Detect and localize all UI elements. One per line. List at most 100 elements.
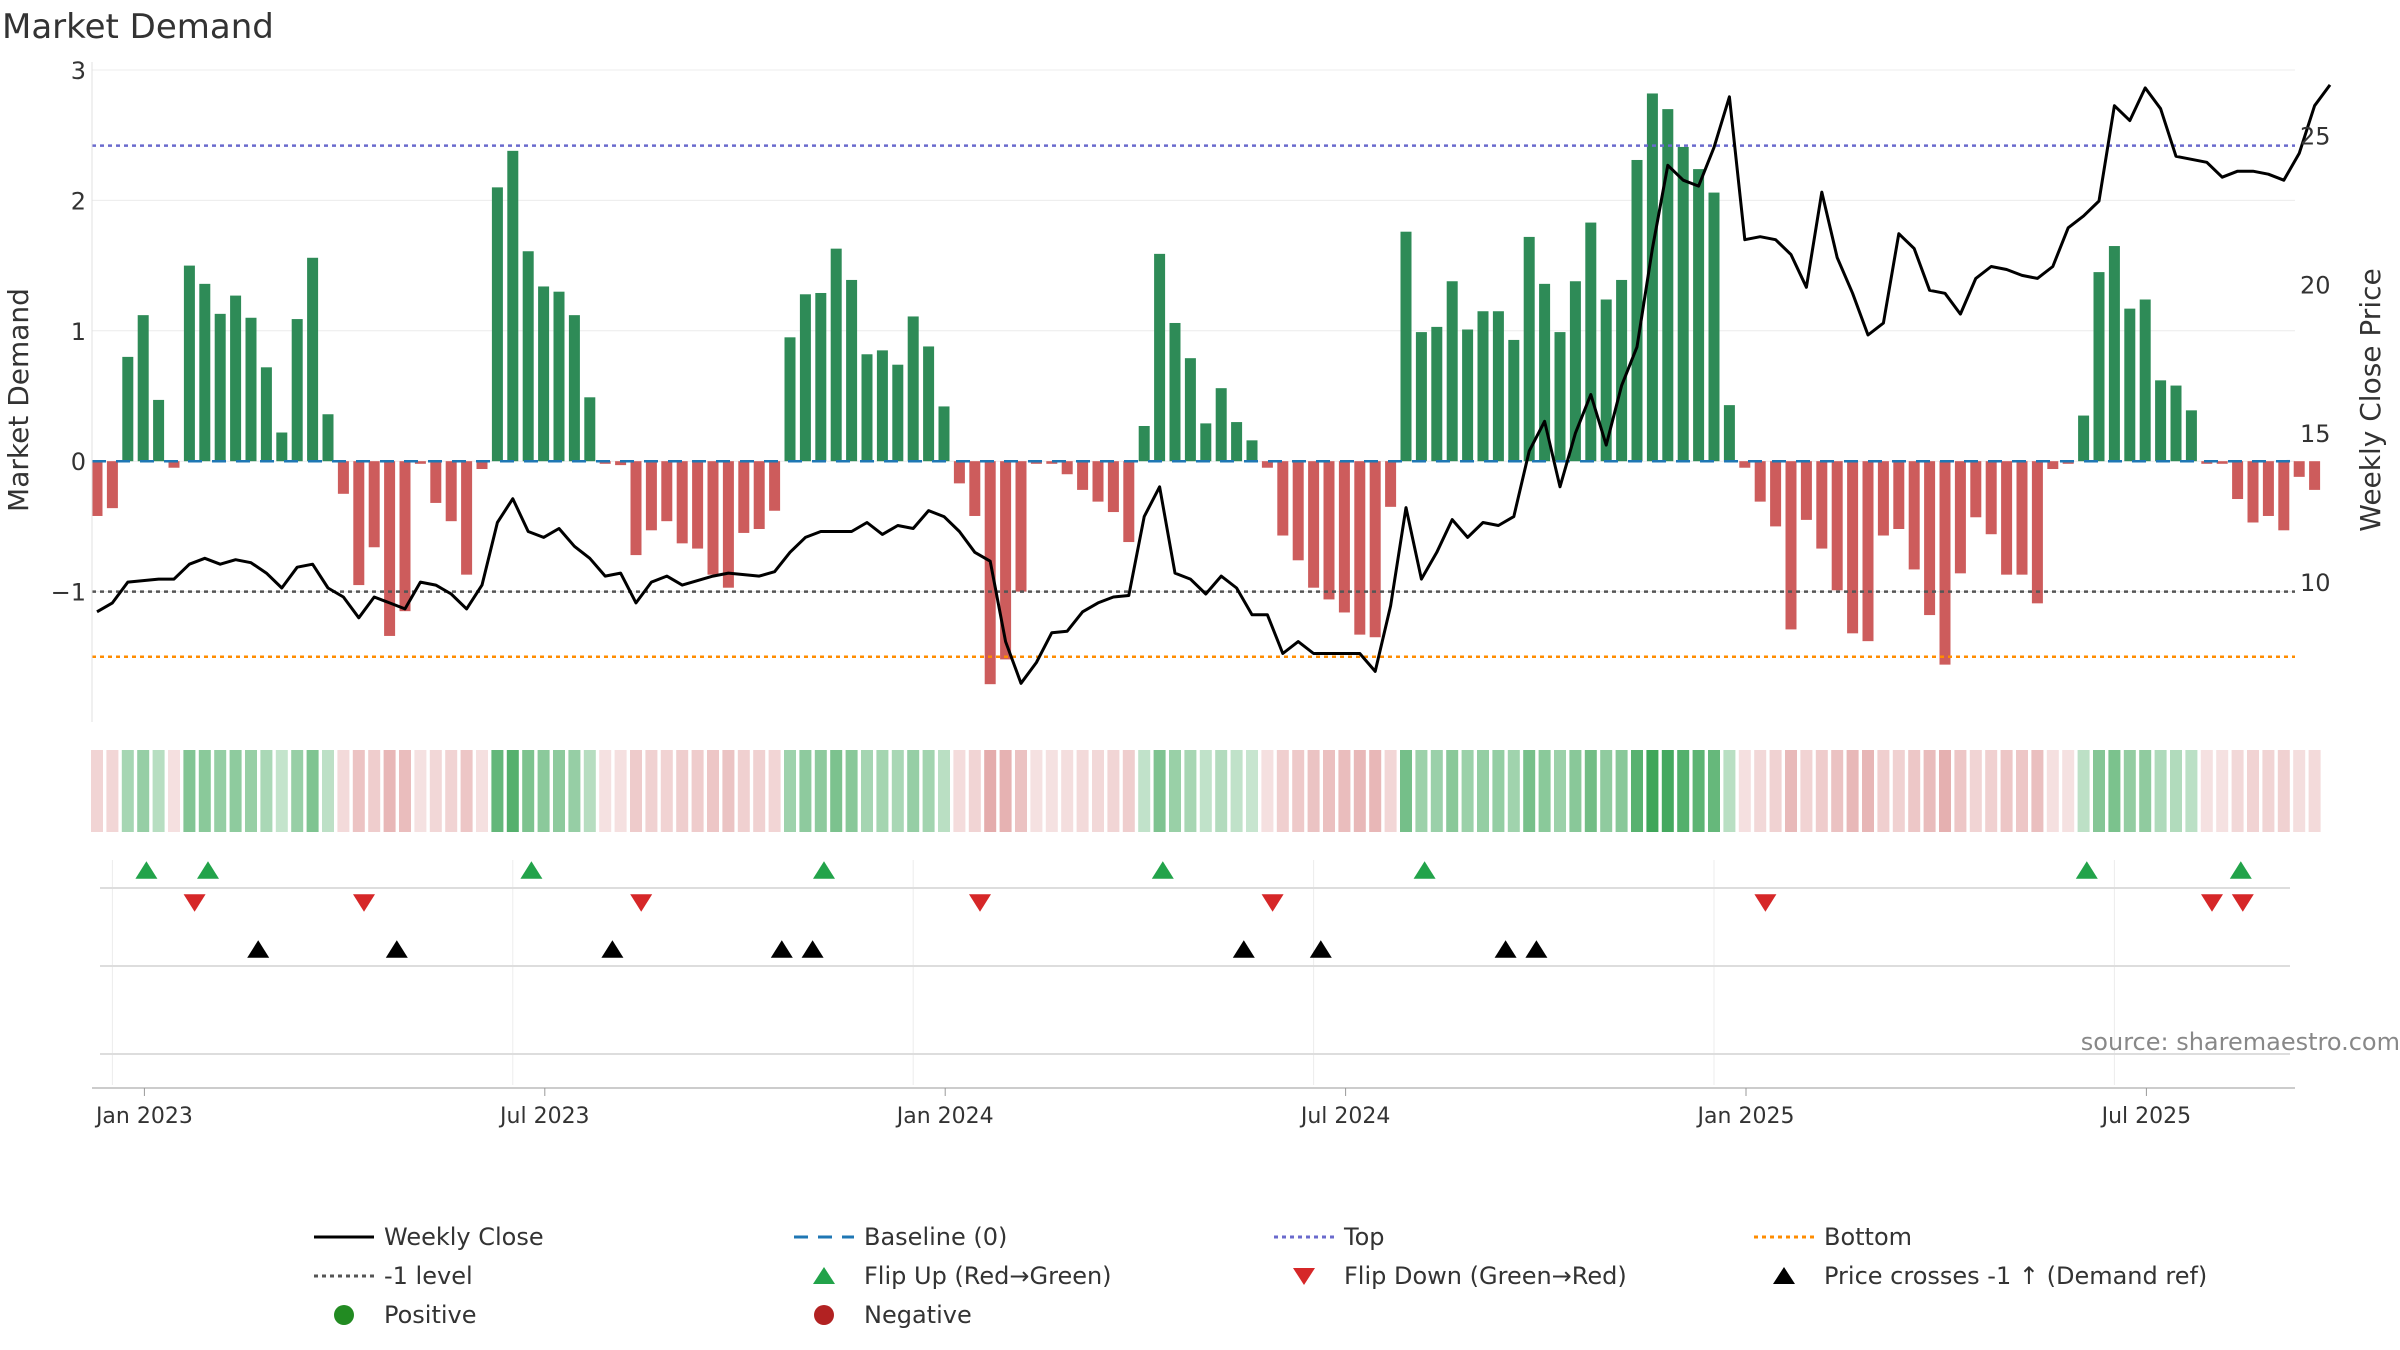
demand-bar-positive [491,187,503,462]
demand-bar-positive [861,354,873,462]
heat-cell-negative [1846,750,1859,832]
heat-cell-positive [1477,750,1489,832]
heat-cell-negative [1030,750,1043,832]
demand-bar-negative [91,461,103,516]
heat-cell-positive [1554,750,1566,832]
x-tick-label: Jan 2023 [94,1104,193,1129]
demand-bar-positive [199,283,211,462]
legend-label: Top [1343,1223,1385,1251]
heat-cell-negative [368,750,381,832]
demand-bar-positive [1400,231,1412,462]
demand-bars [91,93,2321,685]
heat-cell-positive [799,750,812,832]
y-right-axis-label: Weekly Close Price [2354,268,2387,531]
legend-label: Positive [384,1301,477,1329]
heat-cell-positive [1461,750,1474,832]
demand-bar-positive [568,315,580,462]
price-cross-marker [1525,940,1548,958]
heat-cell-negative [1015,750,1027,832]
legend-swatch [814,1305,834,1325]
heat-cell-negative [2031,750,2044,832]
demand-bar-positive [137,315,149,462]
heat-cell-positive [491,750,504,832]
demand-bar-negative [692,461,704,549]
demand-bar-negative [2047,461,2059,470]
heat-cell-negative [999,750,1012,832]
heat-cell-negative [1338,750,1351,832]
heat-cell-positive [1138,750,1151,832]
heat-cell-negative [399,750,411,832]
flip-up-marker [520,861,543,879]
demand-bar-negative [2293,461,2305,477]
chart-title: Market Demand [2,7,274,47]
demand-bar-negative [1385,461,1397,507]
heat-cell-negative [1985,750,1998,832]
heat-cell-negative [414,750,427,832]
demand-bar-negative [1338,461,1350,613]
demand-bar-negative [1862,461,1874,642]
y-left-tick-label: −1 [51,579,86,607]
heat-cell-positive [137,750,150,832]
flip-up-marker [813,861,835,879]
demand-bar-positive [1138,425,1150,462]
heat-cell-negative [352,750,365,832]
demand-bar-positive [2139,299,2151,462]
heat-cell-positive [2077,750,2090,832]
heat-cell-positive [275,750,288,832]
demand-heat-strip [91,750,2321,832]
demand-bar-negative [676,461,688,544]
price-cross-marker [1309,940,1332,958]
heat-cell-positive [260,750,273,832]
heat-cell-positive [1415,750,1428,832]
demand-bar-negative [1277,461,1289,536]
heat-cell-positive [938,750,950,832]
demand-bar-positive [1415,332,1427,462]
heat-cell-negative [753,750,766,832]
heat-cell-positive [784,750,796,832]
heat-cell-negative [1061,750,1074,832]
demand-bar-positive [1662,109,1674,462]
demand-bar-positive [183,265,195,462]
demand-bar-negative [461,461,473,575]
heat-cell-negative [691,750,704,832]
demand-bar-positive [1539,283,1551,462]
legend-swatch [1773,1267,1795,1284]
demand-bar-negative [1985,461,1997,535]
demand-bar-positive [2155,380,2167,462]
heat-cell-negative [383,750,396,832]
x-tick-label: Jul 2025 [2100,1104,2192,1129]
heat-cell-negative [460,750,473,832]
demand-bar-positive [830,248,842,462]
heat-cell-positive [845,750,858,832]
demand-bar-positive [1200,423,1212,462]
heat-cell-negative [2016,750,2028,832]
price-cross-marker [801,940,824,958]
demand-bar-negative [1061,461,1073,475]
x-tick-label: Jan 2025 [1696,1104,1795,1129]
demand-bar-positive [923,346,935,462]
demand-bar-positive [2170,385,2182,462]
demand-bar-negative [1970,461,1982,518]
demand-bar-negative [1077,461,1089,490]
heat-cell-positive [568,750,581,832]
heat-cell-negative [1261,750,1274,832]
y-left-tick-label: 2 [71,187,86,215]
demand-bar-positive [799,294,811,462]
demand-bar-negative [2201,461,2213,464]
demand-bar-negative [337,461,349,494]
heat-cell-positive [152,750,165,832]
price-cross-marker [247,940,270,958]
heat-cell-negative [2200,750,2213,832]
heat-cell-negative [1939,750,1951,832]
heat-cell-negative [953,750,966,832]
demand-bar-positive [2078,415,2090,462]
demand-bar-negative [645,461,657,531]
demand-bar-positive [1523,236,1535,462]
heat-cell-negative [1076,750,1089,832]
heat-cell-positive [1400,750,1412,832]
legend: Weekly Close Baseline (0) Top Bottom -1 leve… [314,1223,2207,1329]
heat-cell-positive [1708,750,1720,832]
heat-cell-positive [1184,750,1197,832]
heat-cell-negative [722,750,735,832]
